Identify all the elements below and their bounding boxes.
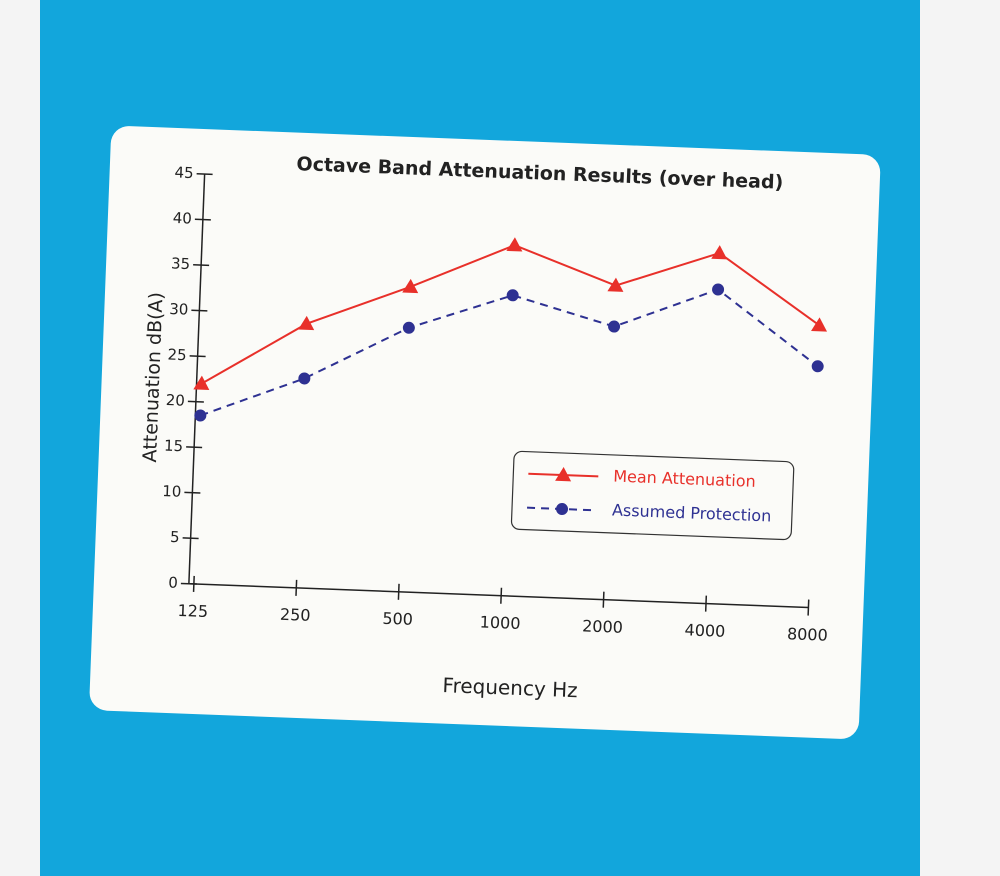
x-tick	[192, 575, 195, 592]
data-point	[607, 277, 624, 292]
y-tick-label: 10	[162, 482, 182, 501]
x-tick-label: 125	[177, 601, 208, 621]
data-point	[811, 317, 828, 332]
legend-marker	[555, 467, 572, 482]
y-tick	[189, 355, 206, 358]
x-tick	[704, 595, 708, 612]
legend-marker	[556, 503, 569, 516]
card	[89, 126, 881, 739]
y-tick	[182, 537, 199, 540]
x-tick-label: 1000	[479, 612, 520, 633]
data-point	[506, 289, 519, 302]
data-point	[711, 245, 728, 260]
y-tick-label: 15	[164, 437, 184, 456]
x-axis-label: Frequency Hz	[442, 673, 578, 702]
data-point	[811, 360, 824, 373]
y-tick-label: 0	[168, 573, 178, 591]
data-point	[298, 372, 311, 385]
y-tick-label: 35	[171, 254, 191, 273]
y-tick	[187, 400, 204, 403]
data-point	[298, 315, 315, 331]
x-tick	[295, 579, 298, 596]
x-tick-label: 250	[280, 605, 311, 625]
x-tick	[807, 599, 810, 616]
y-tick	[193, 264, 210, 267]
legend-box	[510, 450, 795, 541]
chart: Octave Band Attenuation Results (over he…	[139, 153, 828, 702]
x-tick-label: 500	[382, 609, 413, 629]
data-point	[506, 237, 523, 252]
x-tick-label: 2000	[582, 616, 623, 637]
x-tick	[397, 583, 400, 600]
y-tick-label: 30	[169, 300, 189, 319]
y-tick-label: 40	[172, 209, 192, 228]
x-tick	[602, 591, 605, 608]
data-point	[193, 375, 210, 390]
y-tick	[191, 309, 208, 312]
data-point	[402, 278, 419, 294]
y-tick-label: 20	[165, 391, 185, 410]
x-tick-label: 8000	[787, 624, 828, 645]
y-tick	[194, 218, 211, 221]
x-tick	[500, 587, 503, 604]
y-tick-label: 45	[174, 163, 194, 182]
data-point	[608, 320, 621, 333]
data-point	[402, 321, 415, 334]
y-tick-label: 25	[167, 345, 187, 364]
y-tick	[196, 172, 213, 176]
x-tick-label: 4000	[684, 620, 725, 641]
y-tick	[186, 446, 203, 449]
y-tick	[184, 491, 201, 494]
chart-card: Octave Band Attenuation Results (over he…	[89, 126, 881, 739]
x-axis	[188, 582, 809, 609]
data-point	[712, 283, 725, 296]
y-axis	[188, 174, 206, 584]
y-tick-label: 5	[170, 528, 180, 546]
data-point	[194, 409, 207, 422]
